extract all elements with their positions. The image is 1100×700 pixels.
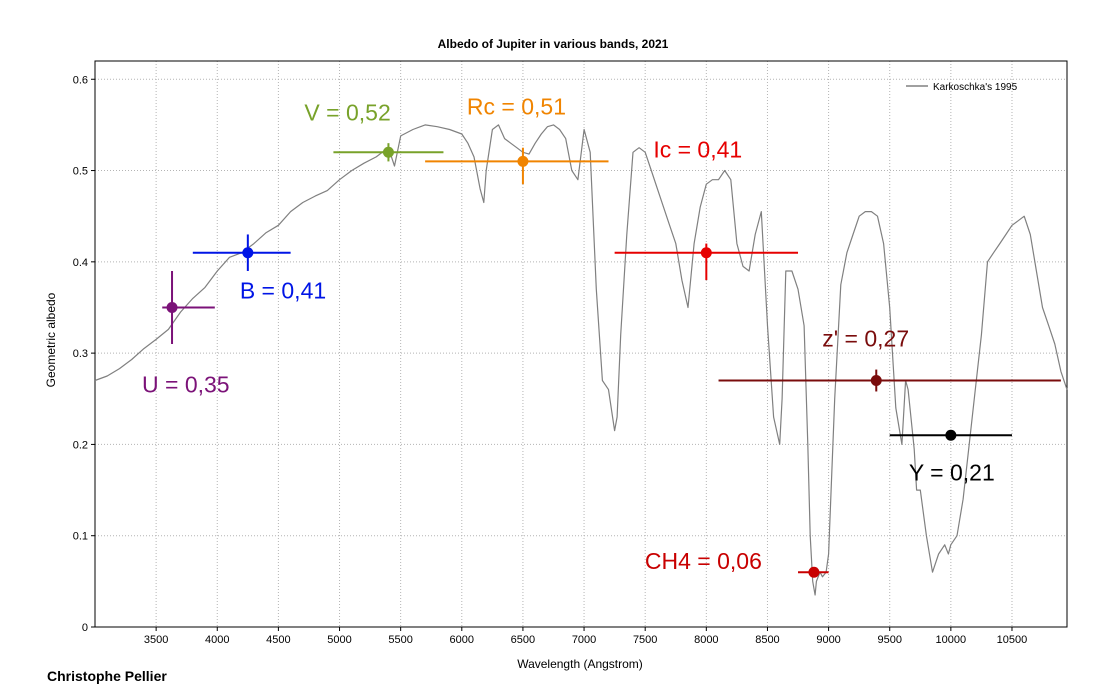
y-tick-label: 0.3 — [73, 348, 88, 360]
author-credit: Christophe Pellier — [47, 668, 167, 684]
band-rc-point — [517, 155, 529, 167]
x-tick-label: 4000 — [205, 634, 229, 646]
band-ch4-label: CH4 = 0,06 — [645, 548, 762, 574]
y-tick-label: 0.5 — [73, 166, 88, 178]
band-v-point — [382, 146, 394, 158]
x-tick-label: 4500 — [266, 634, 290, 646]
grid — [95, 61, 1067, 628]
band-z-label: z' = 0,27 — [822, 326, 909, 352]
band-b-point — [242, 247, 254, 259]
y-tick-label: 0.6 — [73, 74, 88, 86]
band-y: Y = 0,21 — [889, 429, 1012, 485]
band-y-point — [945, 429, 957, 441]
band-rc-label: Rc = 0,51 — [467, 93, 566, 119]
band-v-label: V = 0,52 — [304, 99, 390, 125]
series-layer — [94, 124, 1068, 596]
y-axis: 0 0.1 0.2 0.3 0.4 0.5 0.6 — [73, 74, 95, 634]
x-tick-label: 5000 — [327, 634, 351, 646]
band-rc: Rc = 0,51 — [425, 93, 609, 185]
legend-entry: Karkoschka's 1995 — [933, 82, 1018, 93]
x-axis-label: Wavelength (Angstrom) — [517, 657, 643, 671]
y-tick-label: 0.2 — [73, 439, 88, 451]
x-tick-label: 7000 — [572, 634, 596, 646]
band-y-label: Y = 0,21 — [909, 459, 995, 485]
band-u-label: U = 0,35 — [142, 371, 230, 397]
y-tick-label: 0.1 — [73, 531, 88, 543]
legend: Karkoschka's 1995 — [906, 82, 1018, 93]
x-tick-label: 8000 — [694, 634, 718, 646]
bands-layer: U = 0,35 B = 0,41 V = 0,52 Rc = 0,51 Ic = 0,… — [142, 93, 1061, 578]
band-v: V = 0,52 — [304, 99, 444, 162]
x-tick-label: 7500 — [633, 634, 657, 646]
y-tick-label: 0 — [82, 622, 88, 634]
x-tick-label: 10500 — [997, 634, 1028, 646]
band-b-label: B = 0,41 — [240, 278, 326, 304]
band-ch4: CH4 = 0,06 — [645, 548, 829, 578]
x-tick-label: 5500 — [388, 634, 412, 646]
series-line-karkoschka — [94, 124, 1068, 596]
x-tick-label: 10000 — [936, 634, 967, 646]
band-ic: Ic = 0,41 — [614, 137, 799, 281]
y-axis-label: Geometric albedo — [44, 292, 58, 387]
x-tick-label: 8500 — [755, 634, 779, 646]
y-tick-label: 0.4 — [73, 257, 88, 269]
band-ic-label: Ic = 0,41 — [653, 137, 742, 163]
x-axis: 3500 4000 4500 5000 5500 6000 6500 7000 7500 8000… — [144, 627, 1027, 646]
plot-area — [94, 60, 1068, 628]
band-ch4-point — [808, 566, 820, 578]
chart-title: Albedo of Jupiter in various bands, 2021 — [438, 37, 669, 51]
band-ic-point — [700, 247, 712, 259]
x-tick-label: 9000 — [816, 634, 840, 646]
band-b: B = 0,41 — [192, 234, 326, 304]
band-u-point — [166, 301, 178, 313]
x-tick-label: 9500 — [877, 634, 901, 646]
band-u: U = 0,35 — [142, 270, 230, 397]
x-tick-label: 6500 — [511, 634, 535, 646]
x-tick-label: 6000 — [450, 634, 474, 646]
band-z: z' = 0,27 — [718, 326, 1061, 392]
band-z-point — [870, 375, 882, 387]
x-tick-label: 3500 — [144, 634, 168, 646]
